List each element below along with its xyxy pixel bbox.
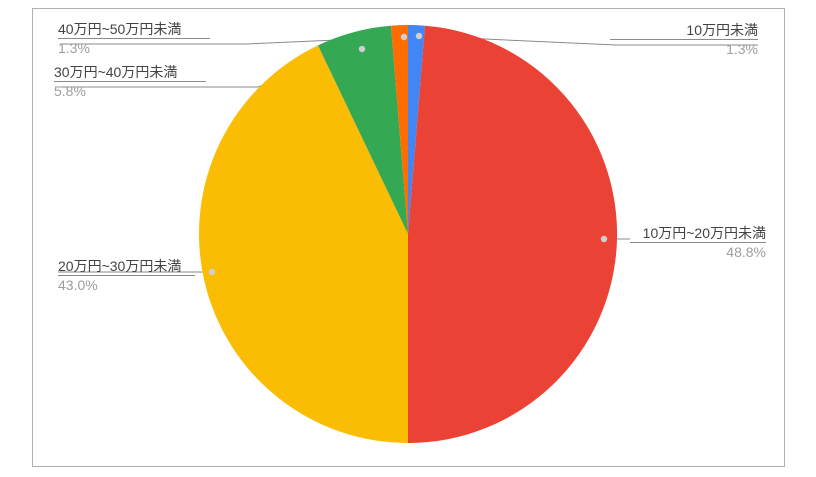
slice-label-20-30man-underline xyxy=(58,275,195,276)
slice-label-20-30man: 20万円~30万円未満 43.0% xyxy=(58,257,195,294)
slice-label-30-40man-underline xyxy=(54,81,206,82)
slice-label-under-10man-percent: 1.3% xyxy=(726,41,758,57)
slice-label-20-30man-percent: 43.0% xyxy=(58,277,98,293)
leader-anchor-dots xyxy=(208,32,608,276)
pie-slice-30-40man xyxy=(317,25,408,234)
pie-slice-under-10man xyxy=(408,24,426,234)
anchor-dot-10-20 xyxy=(600,235,608,243)
slice-label-under-10man: 10万円未満 1.3% xyxy=(610,21,758,58)
anchor-dot-40-50 xyxy=(400,33,408,41)
anchor-dot-30-40 xyxy=(358,45,366,53)
slice-label-40-50man-percent: 1.3% xyxy=(58,40,90,56)
slice-label-under-10man-title: 10万円未満 xyxy=(686,22,758,38)
slice-label-10-20man-underline xyxy=(630,242,766,243)
slice-label-20-30man-title: 20万円~30万円未満 xyxy=(58,258,182,274)
slice-label-40-50man-title: 40万円~50万円未満 xyxy=(58,21,182,37)
slice-label-30-40man-percent: 5.8% xyxy=(54,83,86,99)
slice-label-10-20man-title: 10万円~20万円未満 xyxy=(642,225,766,241)
slice-label-30-40man: 30万円~40万円未満 5.8% xyxy=(54,63,206,100)
anchor-dot-under-10 xyxy=(415,32,423,40)
slice-label-40-50man-underline xyxy=(58,38,210,39)
slice-label-40-50man: 40万円~50万円未満 1.3% xyxy=(58,20,210,57)
pie-slice-10-20man xyxy=(408,25,618,443)
anchor-dot-20-30 xyxy=(208,268,216,276)
pie-slice-20-30man xyxy=(198,45,408,444)
leader-line-under-10 xyxy=(418,35,758,46)
pie-slice-40-50man xyxy=(390,24,408,234)
slice-label-under-10man-underline xyxy=(610,39,758,40)
slice-label-10-20man: 10万円~20万円未満 48.8% xyxy=(630,224,766,261)
pie-slices xyxy=(198,24,618,444)
slice-label-10-20man-percent: 48.8% xyxy=(726,244,766,260)
slice-label-30-40man-title: 30万円~40万円未満 xyxy=(54,64,178,80)
